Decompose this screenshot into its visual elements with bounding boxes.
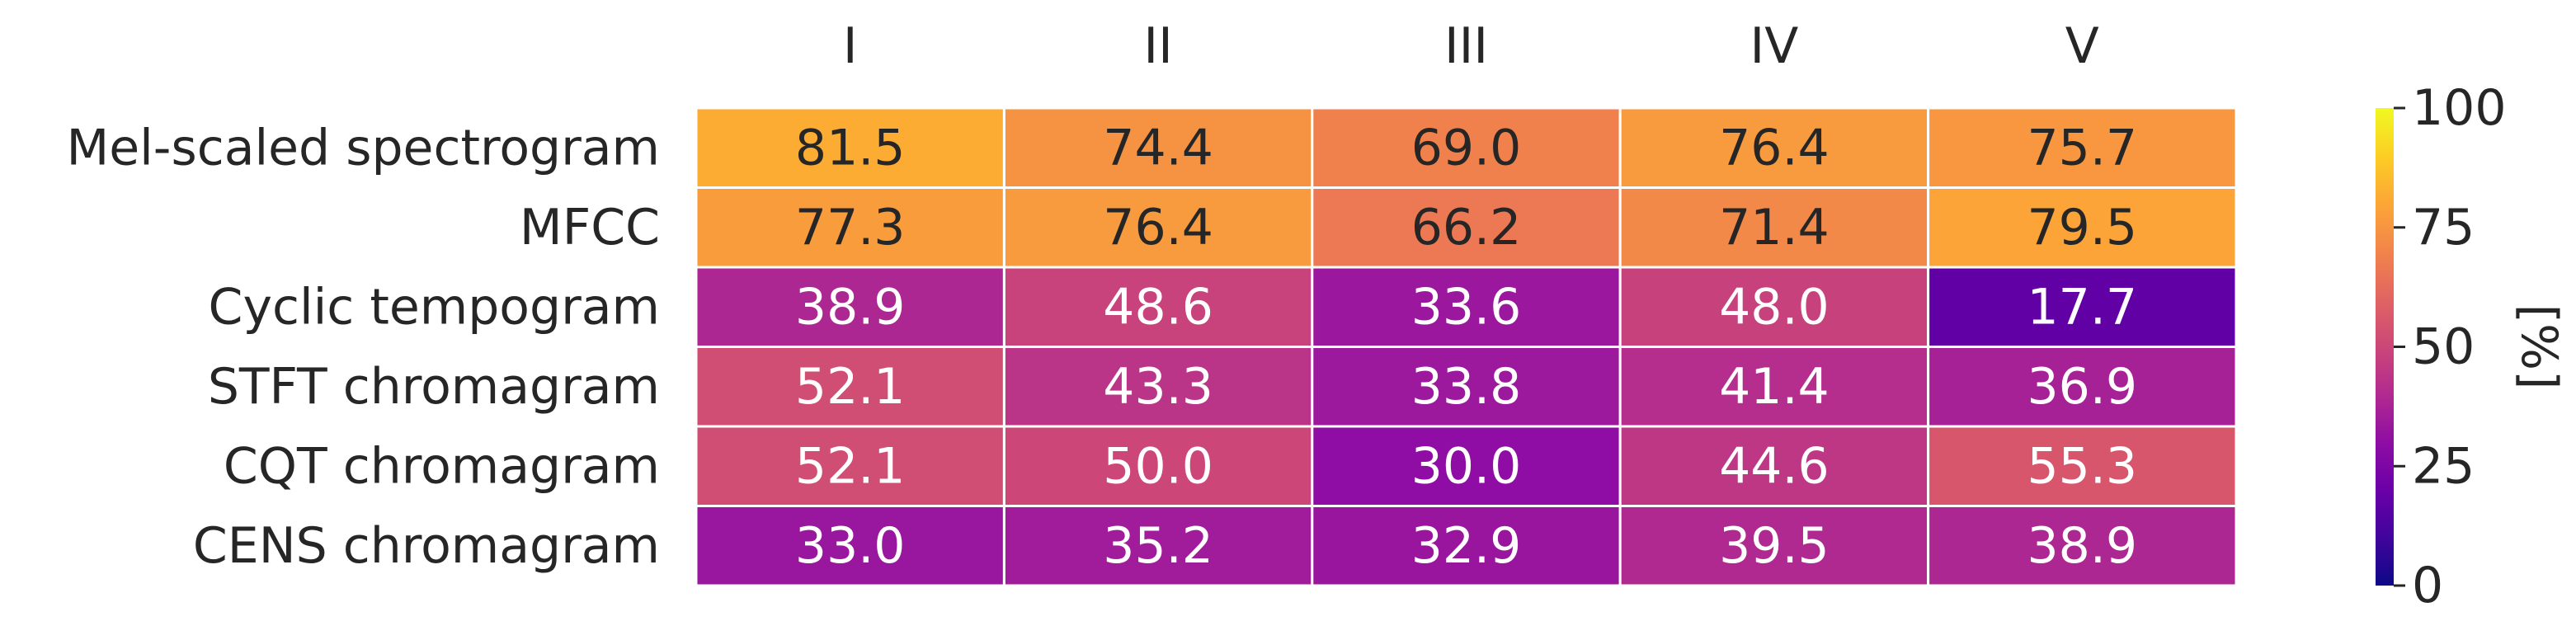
row-label: Mel-scaled spectrogram	[66, 119, 660, 176]
cell-value-label: 48.0	[1719, 278, 1830, 336]
cell-value-label: 81.5	[795, 119, 906, 176]
heatmap-cell	[1927, 425, 2238, 507]
heatmap-cell	[1311, 346, 1622, 428]
cell-value-label: 30.0	[1411, 437, 1522, 495]
cell-value-label: 43.3	[1103, 358, 1213, 416]
cell-value-label: 69.0	[1411, 119, 1522, 176]
heatmap-cell	[1927, 346, 2238, 428]
colorbar-tick-label: 100	[2412, 79, 2507, 137]
cell-value-label: 35.2	[1103, 517, 1213, 575]
row-label: MFCC	[520, 199, 660, 256]
row-label: Cyclic tempogram	[209, 278, 660, 336]
heatmap-cell	[695, 186, 1005, 269]
heatmap-cell	[1002, 346, 1314, 428]
colorbar: 0 25 50 75 100 [%]	[2376, 79, 2568, 614]
cell-value-label: 38.9	[2027, 517, 2138, 575]
heatmap-cell	[1927, 505, 2238, 587]
cell-value-label: 33.0	[795, 517, 906, 575]
cell-value-label: 77.3	[795, 199, 906, 256]
cell-value-label: 48.6	[1103, 278, 1213, 336]
colorbar-tick-label: 25	[2412, 437, 2475, 495]
cell-value-label: 55.3	[2027, 437, 2138, 495]
heatmap-cell	[695, 346, 1005, 428]
cell-value-label: 52.1	[795, 437, 906, 495]
cell-value-label: 79.5	[2027, 199, 2138, 256]
cell-value-label: 74.4	[1103, 119, 1213, 176]
column-label: V	[2065, 17, 2099, 75]
heatmap-cell	[1311, 425, 1622, 507]
heatmap-cell	[1002, 266, 1314, 348]
cell-value-label: 38.9	[795, 278, 906, 336]
cell-value-label: 71.4	[1719, 199, 1830, 256]
column-label: I	[843, 17, 858, 75]
colorbar-tick-label: 75	[2412, 199, 2475, 256]
heatmap-cells: 81.5 74.4 69.0 76.4 75.7 77.3 76.4 66.2 71.4 79.5…	[695, 106, 2238, 587]
column-label: III	[1444, 17, 1488, 75]
cell-value-label: 32.9	[1411, 517, 1522, 575]
heatmap-cell	[1618, 346, 1930, 428]
cell-value-label: 41.4	[1719, 358, 1830, 416]
cell-value-label: 17.7	[2027, 278, 2138, 336]
colorbar-ticks: 0 25 50 75 100	[2394, 79, 2507, 614]
column-labels: I II III IV V	[843, 17, 2099, 75]
heatmap-cell	[1311, 106, 1622, 189]
heatmap-cell	[695, 106, 1005, 189]
heatmap-cell	[1002, 505, 1314, 587]
cell-value-label: 39.5	[1719, 517, 1830, 575]
heatmap-cell	[1618, 505, 1930, 587]
colorbar-label: [%]	[2510, 304, 2568, 390]
cell-value-label: 75.7	[2027, 119, 2138, 176]
heatmap-cell	[1311, 186, 1622, 269]
cell-value-label: 33.6	[1411, 278, 1522, 336]
cell-value-label: 76.4	[1719, 119, 1830, 176]
cell-value-label: 52.1	[795, 358, 906, 416]
heatmap-cell	[1311, 505, 1622, 587]
cell-value-label: 36.9	[2027, 358, 2138, 416]
row-label: CENS chromagram	[193, 517, 660, 575]
heatmap-cell	[695, 425, 1005, 507]
heatmap-cell	[1618, 266, 1930, 348]
colorbar-tick-label: 0	[2412, 557, 2443, 614]
cell-value-label: 44.6	[1719, 437, 1830, 495]
colorbar-gradient	[2376, 108, 2394, 586]
cell-value-label: 50.0	[1103, 437, 1213, 495]
colorbar-tick-label: 50	[2412, 318, 2475, 376]
cell-value-label: 76.4	[1103, 199, 1213, 256]
row-label: STFT chromagram	[208, 358, 660, 416]
row-labels: Mel-scaled spectrogram MFCC Cyclic tempogr…	[66, 119, 660, 575]
cell-value-label: 66.2	[1411, 199, 1522, 256]
heatmap-cell	[1002, 425, 1314, 507]
cell-value-label: 33.8	[1411, 358, 1522, 416]
heatmap-cell	[1002, 106, 1314, 189]
heatmap-cell	[1927, 186, 2238, 269]
row-label: CQT chromagram	[224, 437, 660, 495]
column-label: IV	[1750, 17, 1799, 75]
column-label: II	[1143, 17, 1172, 75]
